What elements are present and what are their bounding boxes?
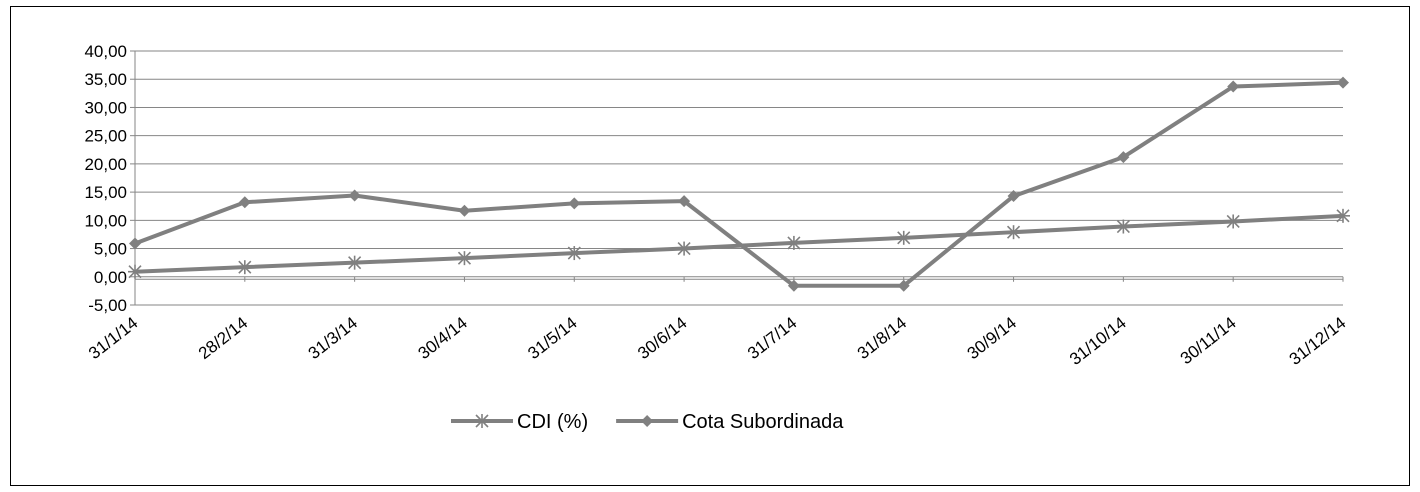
x-tick-label: 30/9/14	[964, 313, 1020, 363]
data-point-asterisk	[128, 264, 142, 279]
y-tick-label: 20,00	[84, 155, 127, 174]
x-tick-label: 31/5/14	[524, 313, 580, 363]
x-tick-label: 31/10/14	[1066, 313, 1130, 369]
series-lines	[128, 76, 1350, 292]
data-point-diamond	[1227, 80, 1240, 93]
line-chart: 40,00 35,00 30,00 25,00 20,00 15,00 10,00 5,00 0…	[84, 42, 1350, 433]
data-point-diamond	[1007, 190, 1020, 203]
data-point-diamond	[787, 279, 800, 292]
y-tick-labels: 40,00 35,00 30,00 25,00 20,00 15,00 10,00 5,00 0…	[84, 42, 127, 315]
data-point-diamond	[568, 197, 581, 210]
data-point-diamond	[458, 204, 471, 217]
data-point-asterisk	[677, 241, 692, 256]
data-point-asterisk	[347, 255, 362, 270]
y-tick-label: 10,00	[84, 211, 127, 230]
x-tick-label: 28/2/14	[195, 313, 251, 363]
x-tick-label: 30/6/14	[634, 313, 690, 363]
y-tick-label: 30,00	[84, 98, 127, 117]
legend-label: Cota Subordinada	[682, 411, 844, 433]
series-line	[134, 80, 1344, 288]
y-tick-label: 0,00	[94, 268, 127, 287]
y-tick-label: 40,00	[84, 42, 127, 61]
data-point-asterisk	[1336, 208, 1350, 223]
x-tick-label: 30/11/14	[1177, 313, 1240, 368]
legend-label: CDI (%)	[517, 411, 588, 433]
data-point-diamond	[129, 237, 141, 250]
legend: CDI (%) Cota Subordinada	[451, 411, 844, 433]
gridlines	[130, 50, 1343, 306]
data-point-asterisk	[457, 251, 472, 266]
y-tick-label: 35,00	[84, 70, 127, 89]
data-point-asterisk	[786, 235, 801, 250]
data-point-diamond	[641, 415, 654, 427]
data-point-asterisk	[237, 260, 252, 275]
data-point-asterisk	[1226, 214, 1241, 229]
data-point-diamond	[897, 279, 910, 292]
y-tick-label: 15,00	[84, 183, 127, 202]
data-point-diamond	[678, 195, 691, 208]
y-tick-label: -5,00	[88, 296, 127, 315]
x-tick-label: 30/4/14	[415, 313, 471, 363]
data-point-asterisk	[896, 230, 911, 245]
x-tick-labels: 31/1/14 28/2/14 31/3/14 30/4/14 31/5/14 30/6/…	[85, 276, 1350, 369]
data-point-asterisk	[475, 414, 489, 428]
data-point-asterisk	[1006, 225, 1021, 240]
y-tick-label: 25,00	[84, 127, 127, 146]
data-point-diamond	[1117, 151, 1130, 164]
x-tick-label: 31/12/14	[1286, 313, 1350, 369]
data-point-diamond	[348, 189, 361, 202]
y-tick-label: 5,00	[94, 240, 127, 259]
data-point-diamond	[1337, 76, 1349, 89]
data-point-diamond	[238, 196, 251, 209]
chart-frame: 40,00 35,00 30,00 25,00 20,00 15,00 10,00 5,00 0…	[10, 6, 1410, 486]
x-tick-label: 31/3/14	[305, 313, 361, 363]
x-tick-label: 31/7/14	[744, 313, 800, 363]
x-tick-label: 31/1/14	[85, 313, 141, 363]
x-tick-label: 31/8/14	[854, 313, 910, 363]
data-point-asterisk	[1116, 219, 1131, 234]
data-point-asterisk	[567, 246, 582, 261]
